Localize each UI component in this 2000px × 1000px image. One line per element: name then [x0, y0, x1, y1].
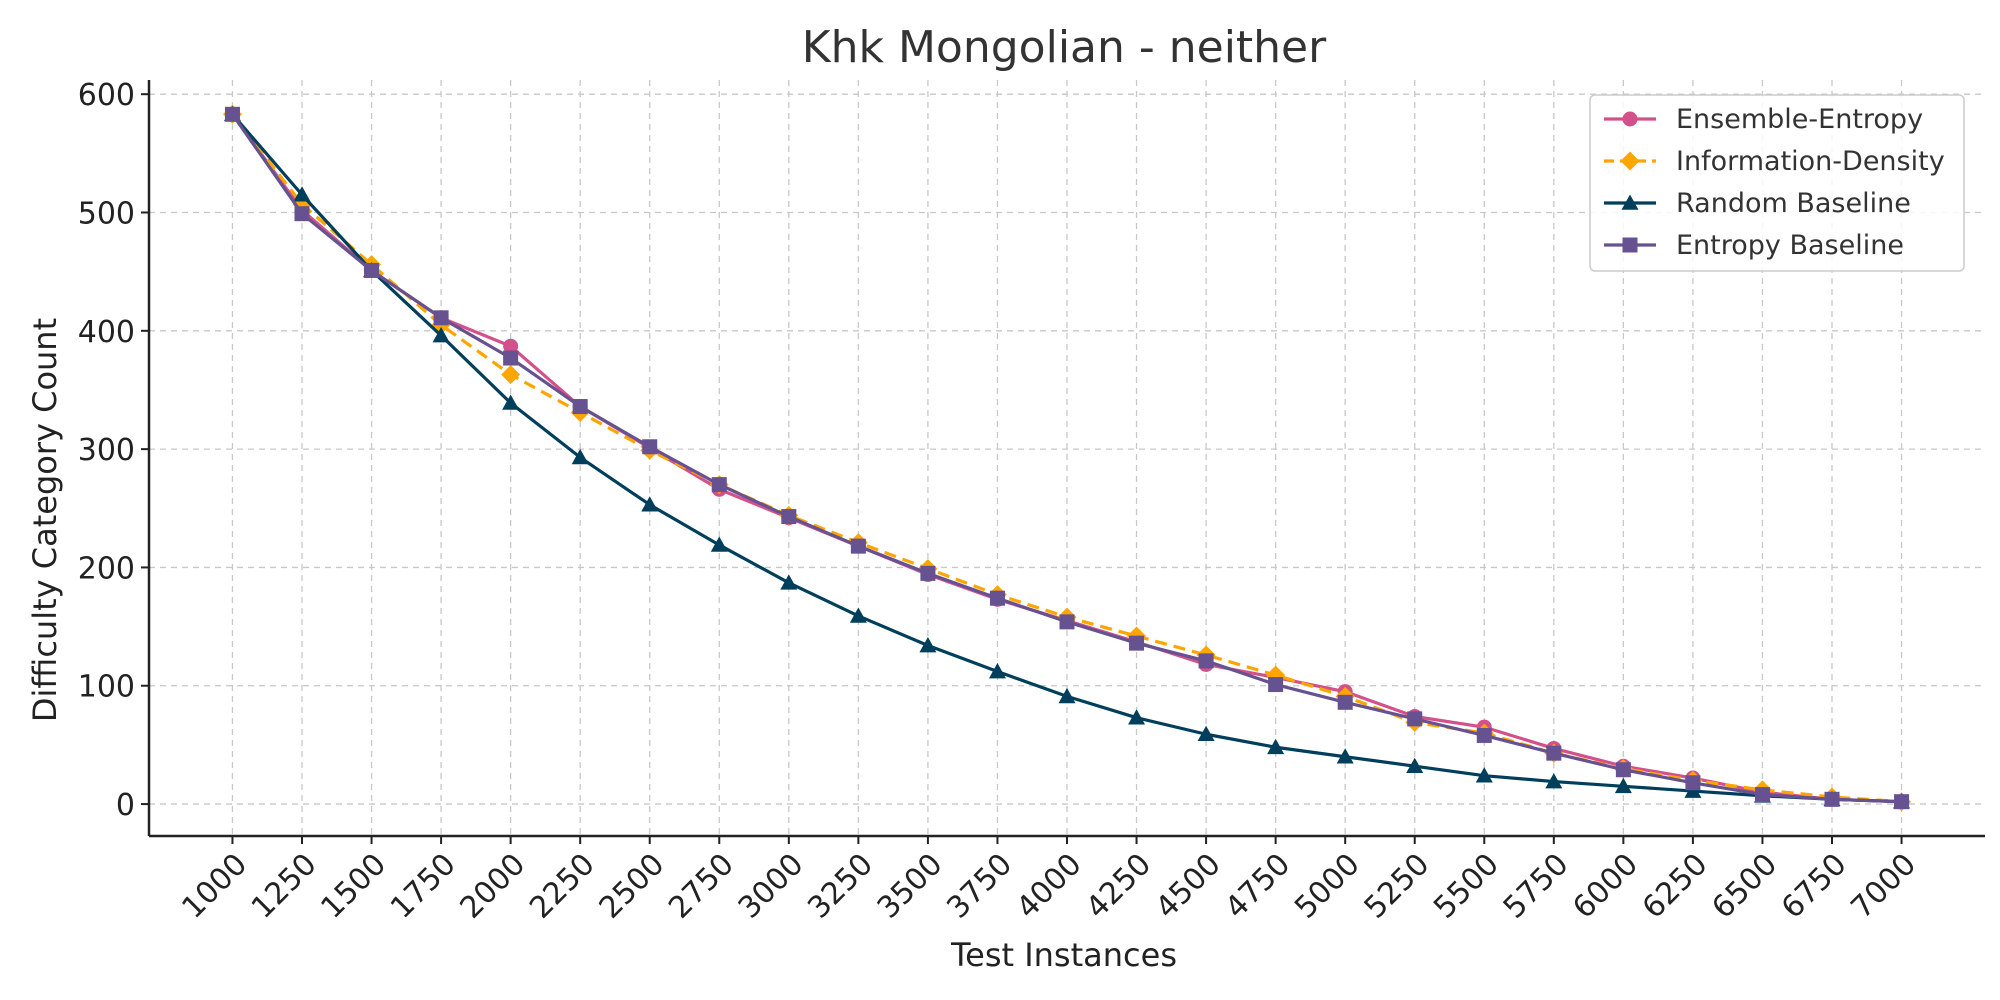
data-point — [1754, 787, 1770, 803]
data-point — [1128, 709, 1146, 725]
legend-marker — [1622, 237, 1638, 253]
legend-label: Information-Density — [1676, 146, 1945, 177]
x-tick-label: 1500 — [314, 847, 393, 926]
data-point — [642, 439, 658, 455]
x-tick-label: 7000 — [1844, 847, 1923, 926]
data-point — [641, 496, 659, 512]
data-point — [503, 350, 519, 366]
x-tick-label: 6750 — [1775, 847, 1854, 926]
legend: Ensemble-Entropy Information-Density Rando… — [1589, 94, 1965, 272]
x-tick-label: 5750 — [1497, 847, 1576, 926]
data-point — [364, 262, 380, 278]
data-point — [294, 206, 310, 222]
x-tick-label: 3750 — [940, 847, 1019, 926]
x-tick-label: 2250 — [523, 847, 602, 926]
chart-title: Khk Mongolian - neither — [802, 22, 1327, 73]
y-tick-label: 600 — [78, 78, 135, 113]
data-point — [1615, 762, 1631, 778]
data-point — [572, 399, 588, 415]
x-tick-label: 6250 — [1636, 847, 1715, 926]
data-point — [850, 538, 866, 554]
data-point — [293, 186, 311, 202]
x-axis-label: Test Instances — [950, 936, 1177, 974]
data-point — [1268, 677, 1284, 693]
legend-marker — [1620, 151, 1640, 171]
y-tick-label: 100 — [78, 670, 135, 705]
legend-item: Information-Density — [1604, 146, 1945, 177]
data-point — [502, 394, 520, 410]
x-tick-label: 3250 — [801, 847, 880, 926]
x-tick-label: 5250 — [1358, 847, 1437, 926]
data-point — [1476, 727, 1492, 743]
y-axis-label: Difficulty Category Count — [26, 318, 64, 722]
y-tick-label: 0 — [116, 788, 135, 823]
y-tick-label: 400 — [78, 315, 135, 350]
y-tick-label: 500 — [78, 197, 135, 232]
legend-label: Random Baseline — [1676, 188, 1911, 219]
data-point — [501, 365, 521, 385]
x-tick-label: 5000 — [1288, 847, 1367, 926]
data-point — [1824, 791, 1840, 807]
data-point — [503, 338, 519, 354]
data-point — [224, 106, 240, 122]
data-point — [1059, 614, 1075, 630]
data-point — [919, 637, 937, 653]
data-point — [1407, 711, 1423, 727]
data-point — [1545, 773, 1563, 789]
x-tick-label: 4000 — [1010, 847, 1089, 926]
y-tick-label: 200 — [78, 551, 135, 586]
data-point — [988, 663, 1006, 679]
series-entropy-baseline — [224, 106, 1910, 810]
data-point — [1406, 757, 1424, 773]
data-point — [433, 310, 449, 326]
x-tick-label: 2750 — [662, 847, 741, 926]
data-point — [1336, 748, 1354, 764]
x-tick-label: 6000 — [1566, 847, 1645, 926]
x-tick-label: 3000 — [732, 847, 811, 926]
data-point — [1197, 725, 1215, 742]
data-point — [432, 327, 450, 343]
legend-marker — [1621, 194, 1639, 210]
data-point — [1475, 767, 1493, 783]
legend-item: Entropy Baseline — [1604, 230, 1904, 261]
data-point — [1058, 687, 1076, 704]
x-tick-label: 1750 — [384, 847, 463, 926]
data-point — [989, 590, 1005, 606]
legend-item: Random Baseline — [1604, 188, 1911, 219]
data-point — [920, 565, 936, 581]
data-point — [1129, 635, 1145, 651]
legend-label: Ensemble-Entropy — [1676, 104, 1923, 135]
data-point — [1546, 745, 1562, 761]
data-point — [780, 574, 798, 590]
x-tick-label: 3500 — [871, 847, 950, 926]
x-tick-label: 1000 — [175, 847, 254, 926]
data-point — [571, 448, 589, 465]
x-tick-label: 2000 — [454, 847, 533, 926]
data-point — [1198, 653, 1214, 669]
x-tick-label: 4750 — [1219, 847, 1298, 926]
data-point — [711, 477, 727, 493]
legend-item: Ensemble-Entropy — [1604, 104, 1923, 135]
data-point — [1685, 775, 1701, 791]
series-layer — [222, 104, 1912, 812]
x-tick-label: 2500 — [593, 847, 672, 926]
x-tick-label: 4250 — [1079, 847, 1158, 926]
legend-box — [1589, 94, 1965, 272]
data-point — [849, 607, 867, 623]
data-point — [1337, 694, 1353, 710]
x-tick-label: 5500 — [1427, 847, 1506, 926]
data-point — [1614, 777, 1632, 794]
y-tick-label: 300 — [78, 433, 135, 468]
data-point — [710, 536, 728, 552]
x-tick-label: 1250 — [245, 847, 324, 926]
data-point — [781, 509, 797, 525]
data-point — [1267, 738, 1285, 755]
x-tick-label: 4500 — [1149, 847, 1228, 926]
legend-label: Entropy Baseline — [1676, 230, 1904, 261]
data-point — [1894, 794, 1910, 810]
legend-marker — [1622, 111, 1638, 127]
x-tick-label: 6500 — [1705, 847, 1784, 926]
